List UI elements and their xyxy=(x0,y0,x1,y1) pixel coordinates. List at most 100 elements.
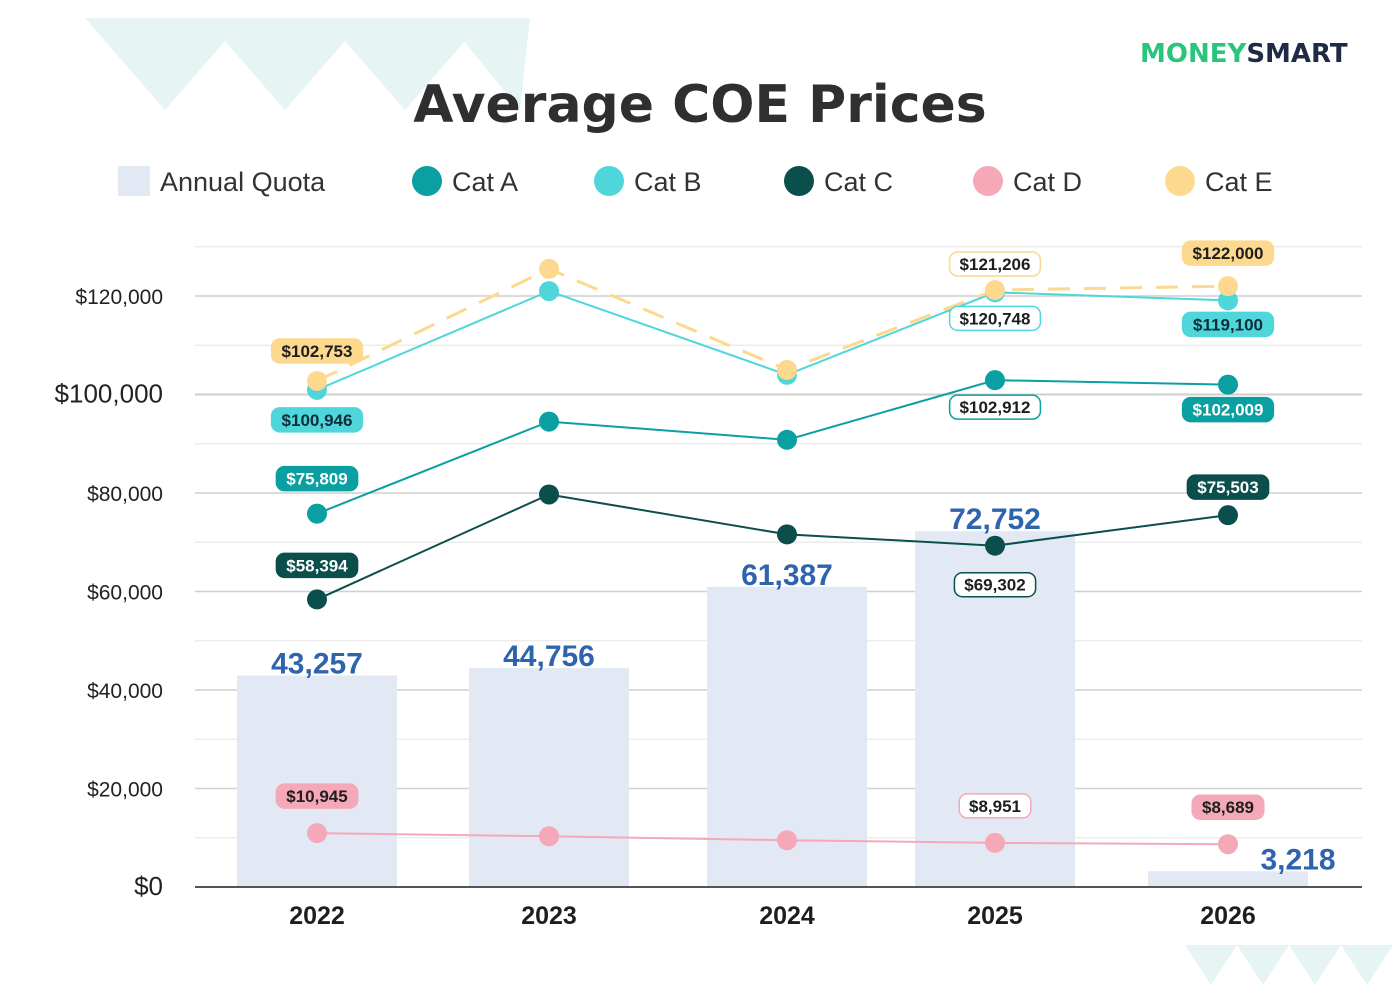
data-label-text: $102,912 xyxy=(960,398,1031,417)
data-label: $8,951 xyxy=(958,793,1032,819)
data-label-pill xyxy=(275,552,359,579)
legend-label: Cat A xyxy=(452,167,518,197)
quota-bars xyxy=(237,531,1308,887)
x-tick-label: 2022 xyxy=(289,902,345,930)
logo-smart: SMART xyxy=(1246,39,1348,69)
legend-swatch xyxy=(973,166,1003,196)
y-tick-label: $100,000 xyxy=(55,379,163,409)
moneysmart-logo: MONEYSMART xyxy=(1140,39,1348,69)
legend-swatch xyxy=(412,166,442,196)
legend-label: Cat E xyxy=(1205,167,1273,197)
data-label-text: $69,302 xyxy=(964,576,1025,595)
data-label: $102,912 xyxy=(948,394,1042,420)
y-tick-label: $80,000 xyxy=(87,483,163,506)
data-point xyxy=(777,524,797,545)
data-label-pill xyxy=(958,793,1032,819)
data-label-text: $102,009 xyxy=(1193,401,1264,420)
data-label-text: $120,748 xyxy=(960,309,1031,328)
data-label-pill xyxy=(275,465,359,492)
data-label-pill xyxy=(270,407,364,433)
legend-item: Annual Quota xyxy=(118,166,326,197)
x-tick-label: 2026 xyxy=(1200,902,1256,930)
data-point xyxy=(539,484,559,505)
quota-bar xyxy=(1148,871,1308,887)
decor-triangle-top xyxy=(445,18,530,110)
data-point xyxy=(307,503,327,524)
quota-bar xyxy=(469,668,629,887)
quota-label: 3,218 xyxy=(1260,843,1335,876)
decor-triangle-top xyxy=(85,18,245,110)
data-point xyxy=(777,359,797,380)
data-label-pill xyxy=(953,571,1037,598)
data-point xyxy=(777,429,797,450)
y-axis: $0 $20,000 $40,000 $60,000 $80,000 $100,000 $1… xyxy=(55,286,163,901)
data-label: $58,394 xyxy=(275,552,359,579)
data-label: $122,000 xyxy=(1181,240,1275,266)
data-point xyxy=(1218,374,1238,395)
data-label-pill xyxy=(275,783,359,809)
data-point xyxy=(539,258,559,279)
decor-triangle-bottom xyxy=(1289,945,1341,985)
data-label-pill xyxy=(948,305,1042,332)
quota-label: 72,752 xyxy=(949,503,1041,536)
quota-label: 61,387 xyxy=(741,559,833,592)
legend-swatch xyxy=(594,166,624,196)
data-label-text: $8,951 xyxy=(969,797,1021,816)
legend-swatch xyxy=(1165,166,1195,196)
data-label-text: $58,394 xyxy=(286,556,348,575)
legend-item: Cat D xyxy=(973,166,1082,197)
data-point xyxy=(539,826,559,847)
data-label-text: $100,946 xyxy=(282,411,353,430)
legend-item: Cat A xyxy=(412,166,518,197)
data-label-text: $75,809 xyxy=(286,470,347,489)
data-label-pill xyxy=(1181,311,1275,338)
logo-money: MONEY xyxy=(1140,39,1247,69)
legend-label: Cat C xyxy=(824,167,893,197)
decor-triangle-top xyxy=(205,18,365,110)
data-label-text: $122,000 xyxy=(1193,244,1264,263)
data-point xyxy=(1218,834,1238,855)
data-label: $10,945 xyxy=(275,783,359,809)
data-label: $8,689 xyxy=(1191,794,1265,820)
data-point xyxy=(985,280,1005,301)
data-label-text: $102,753 xyxy=(282,342,353,361)
data-label: $102,009 xyxy=(1181,396,1275,423)
data-point xyxy=(985,370,1005,391)
data-label-pill xyxy=(948,251,1042,277)
series-line-cat-e xyxy=(316,267,1229,383)
legend-label: Cat D xyxy=(1013,167,1082,197)
data-label-text: $75,503 xyxy=(1197,478,1258,497)
x-tick-label: 2025 xyxy=(967,902,1023,930)
decor-triangle-bottom xyxy=(1341,945,1393,985)
data-label-text: $8,689 xyxy=(1202,798,1254,817)
data-label: $75,809 xyxy=(275,465,359,492)
y-tick-label: $40,000 xyxy=(87,680,163,703)
data-label-pill xyxy=(1181,396,1275,423)
data-label-pill xyxy=(948,394,1042,420)
data-label: $119,100 xyxy=(1181,311,1275,338)
x-axis: 2022 2023 2024 2025 2026 xyxy=(195,886,1362,930)
series-lines xyxy=(307,258,1238,855)
data-label: $121,206 xyxy=(948,251,1042,277)
legend-label: Annual Quota xyxy=(160,167,326,197)
quota-label: 43,257 xyxy=(271,647,363,680)
legend-item: Cat B xyxy=(594,166,702,197)
data-label-pill xyxy=(1186,474,1270,500)
data-point xyxy=(1218,276,1238,297)
y-tick-label: $0 xyxy=(134,871,163,901)
decor-triangle-top xyxy=(325,18,485,110)
data-point xyxy=(1218,290,1238,311)
series-line-cat-b xyxy=(316,290,1229,391)
data-point xyxy=(307,370,327,391)
legend-item: Cat C xyxy=(784,166,893,197)
legend-swatch xyxy=(784,166,814,196)
y-tick-label: $20,000 xyxy=(87,779,163,802)
data-label: $69,302 xyxy=(953,571,1037,598)
data-label: $75,503 xyxy=(1186,474,1270,500)
data-point xyxy=(307,823,327,844)
y-tick-label: $60,000 xyxy=(87,582,163,605)
data-labels: $75,809 $102,912 $102,009 $100,946 $120,748 $… xyxy=(270,240,1336,876)
decorative-triangles xyxy=(85,18,1393,985)
data-label-pill xyxy=(270,338,364,364)
